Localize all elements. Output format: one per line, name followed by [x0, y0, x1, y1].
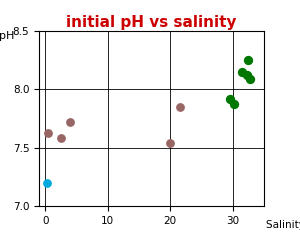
Point [58, 137, 63, 140]
Point [45, 181, 50, 185]
Point [232, 103, 236, 106]
Point [68, 120, 73, 124]
Text: Salinity ppt: Salinity ppt [266, 220, 300, 230]
Title: initial pH vs salinity: initial pH vs salinity [66, 15, 237, 30]
Point [227, 97, 232, 100]
Point [240, 70, 244, 74]
Point [46, 131, 51, 134]
Text: pH: pH [0, 31, 14, 41]
Point [246, 58, 251, 62]
Point [177, 105, 182, 109]
Point [245, 73, 250, 77]
Point [248, 77, 253, 81]
Point [168, 141, 173, 145]
